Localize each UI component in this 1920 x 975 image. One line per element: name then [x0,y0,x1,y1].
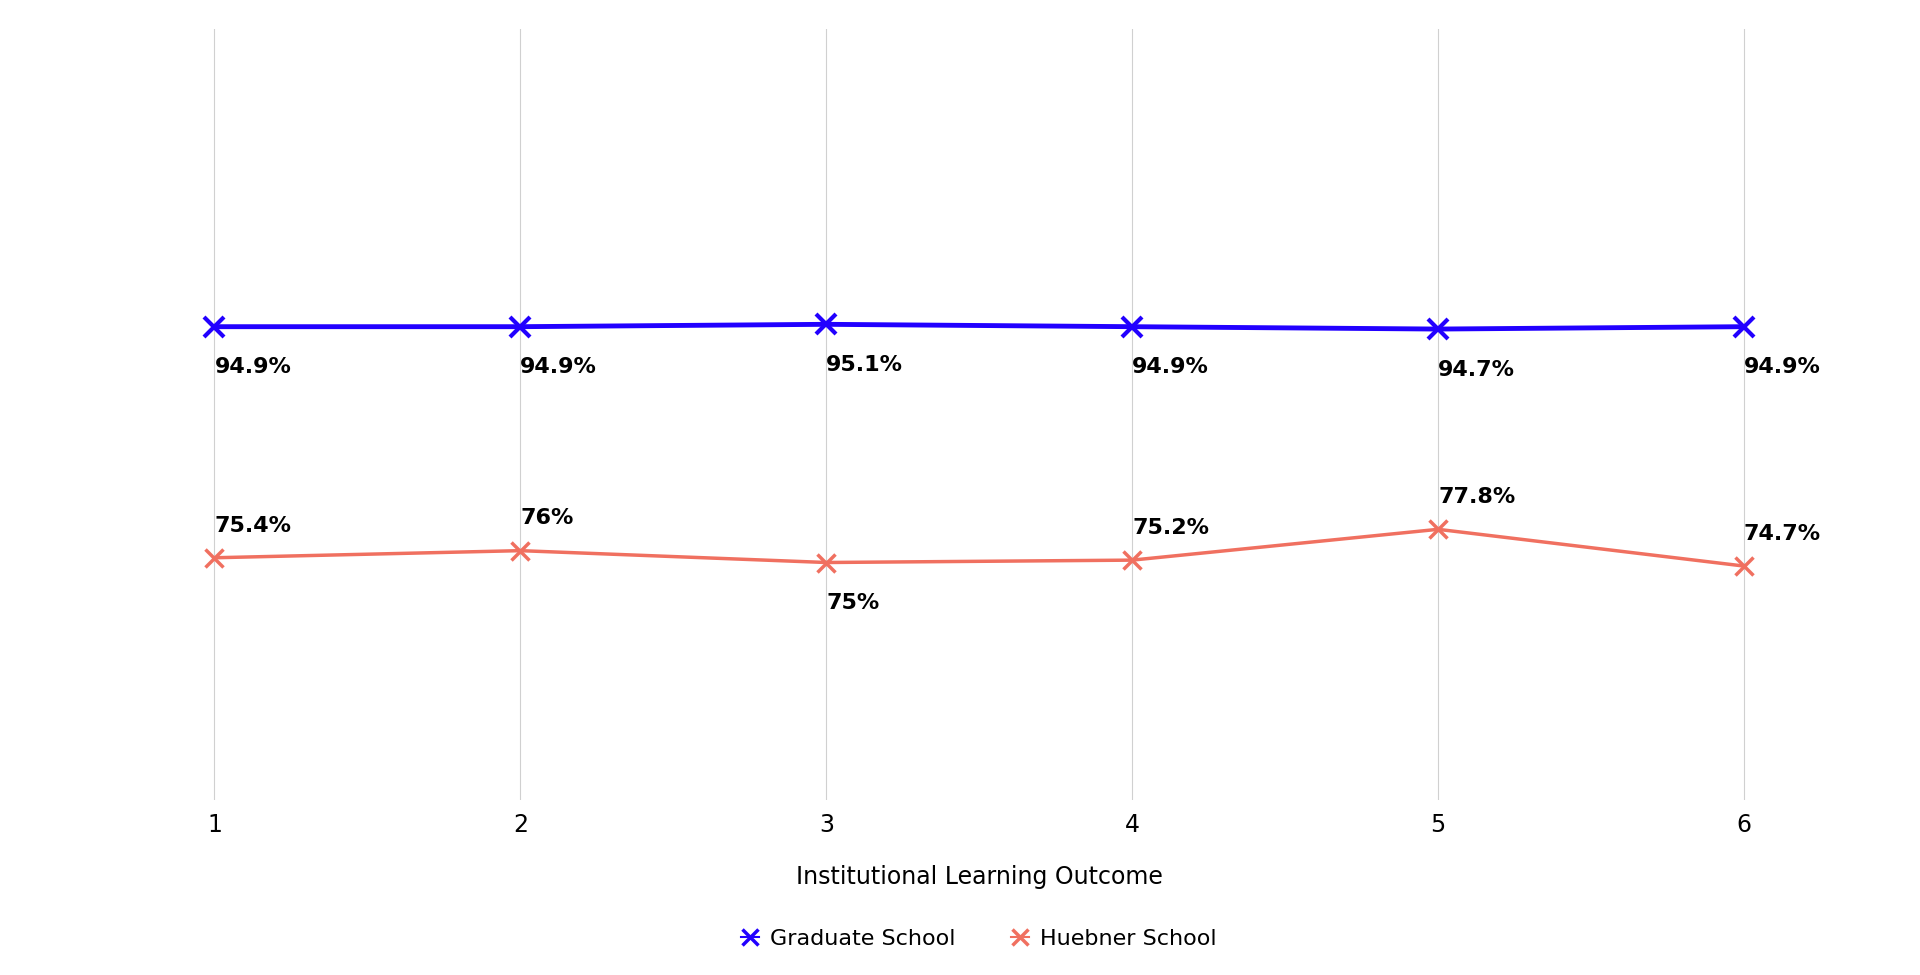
Graduate School [814,319,837,331]
Text: 77.8%: 77.8% [1438,488,1515,507]
Huebner School [509,545,532,557]
Huebner School [204,552,227,564]
Text: 94.9%: 94.9% [520,357,597,377]
Text: 94.9%: 94.9% [1133,357,1210,377]
X-axis label: Institutional Learning Outcome: Institutional Learning Outcome [795,865,1164,889]
Huebner School [814,557,837,568]
Graduate School [1121,321,1144,332]
Graduate School [1732,321,1755,332]
Text: 94.7%: 94.7% [1438,360,1515,379]
Text: 74.7%: 74.7% [1743,524,1820,544]
Text: 95.1%: 95.1% [826,355,902,374]
Graduate School [1427,323,1450,334]
Text: 75.2%: 75.2% [1133,518,1210,538]
Legend: Graduate School, Huebner School: Graduate School, Huebner School [733,920,1225,957]
Huebner School [1121,554,1144,566]
Huebner School [1732,561,1755,572]
Graduate School [204,321,227,332]
Graduate School [509,321,532,332]
Text: 75%: 75% [826,593,879,613]
Text: 94.9%: 94.9% [1743,357,1820,377]
Text: 94.9%: 94.9% [215,357,292,377]
Line: Huebner School: Huebner School [205,521,1753,575]
Line: Graduate School: Graduate School [205,315,1753,338]
Text: 75.4%: 75.4% [215,516,292,535]
Text: 76%: 76% [520,508,574,528]
Huebner School [1427,524,1450,535]
